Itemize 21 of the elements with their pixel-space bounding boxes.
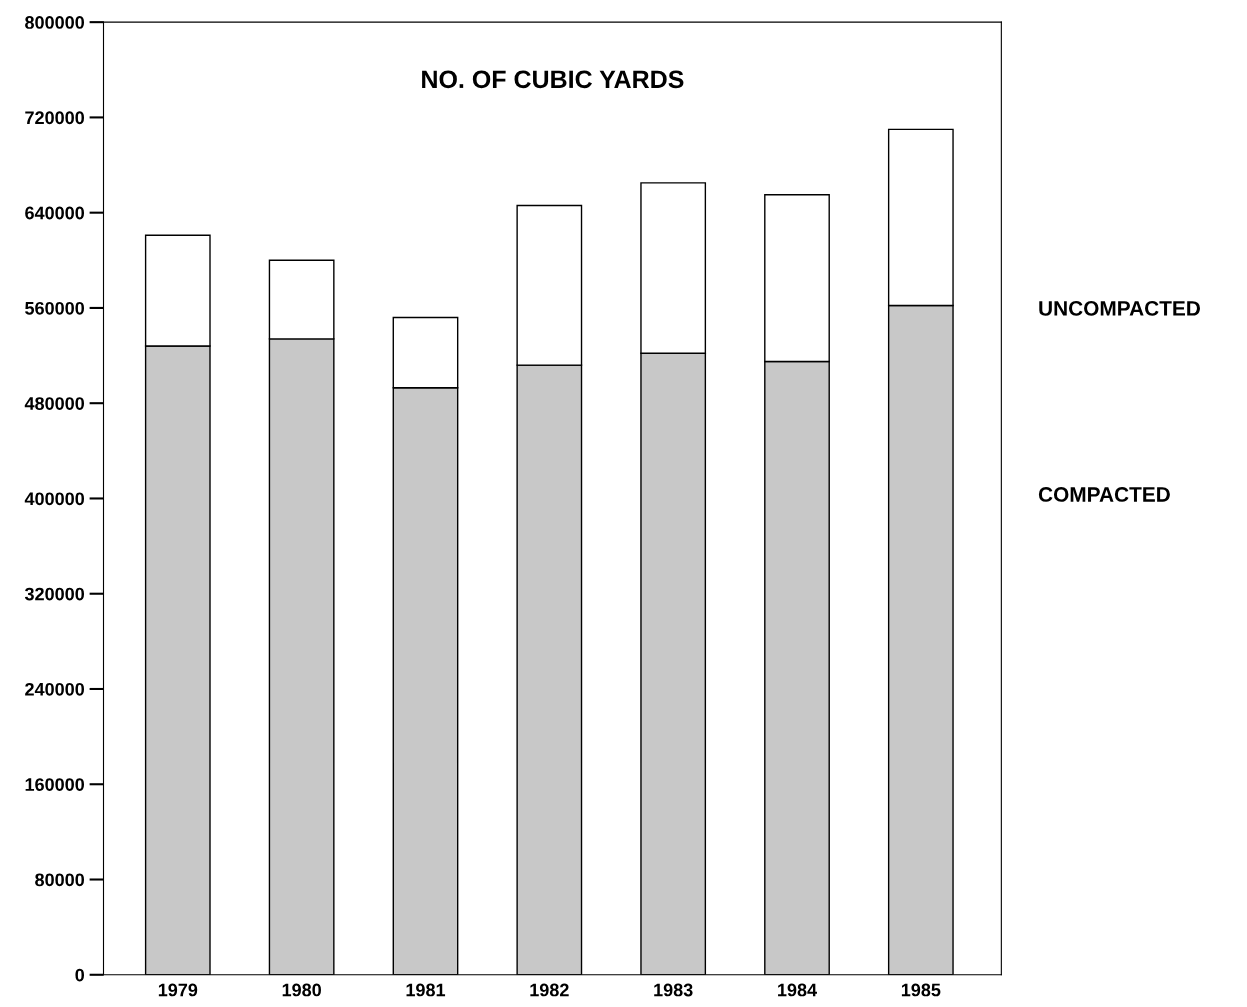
- x-tick-label: 1982: [530, 983, 569, 997]
- x-tick-label: 1980: [282, 983, 321, 997]
- y-tick-label: 0: [75, 968, 85, 982]
- x-tick-label: 1985: [901, 983, 941, 997]
- x-tick-label: 1984: [778, 983, 817, 997]
- y-tick-label: 160000: [25, 778, 85, 791]
- text: NO. OF CUBIC YARDS: [422, 70, 684, 89]
- y-tick-label: 400000: [24, 492, 85, 506]
- y-tick-label: 80000: [35, 873, 85, 887]
- y-tick-label: 480000: [24, 397, 85, 410]
- y-tick-label: 720000: [25, 111, 85, 125]
- x-tick-label: 1979: [158, 983, 198, 997]
- y-tick-label: 560000: [25, 301, 85, 315]
- y-tick-label: 800000: [25, 16, 85, 29]
- x-tick-label: 1983: [654, 983, 693, 997]
- y-tick-label: 240000: [25, 682, 85, 696]
- text: COMPACTED: [1038, 487, 1170, 502]
- y-tick-label: 640000: [25, 206, 85, 220]
- y-tick-label: 320000: [24, 587, 85, 601]
- x-tick-label: 1981: [406, 983, 446, 997]
- text: UNCOMPACTED: [1039, 301, 1200, 316]
